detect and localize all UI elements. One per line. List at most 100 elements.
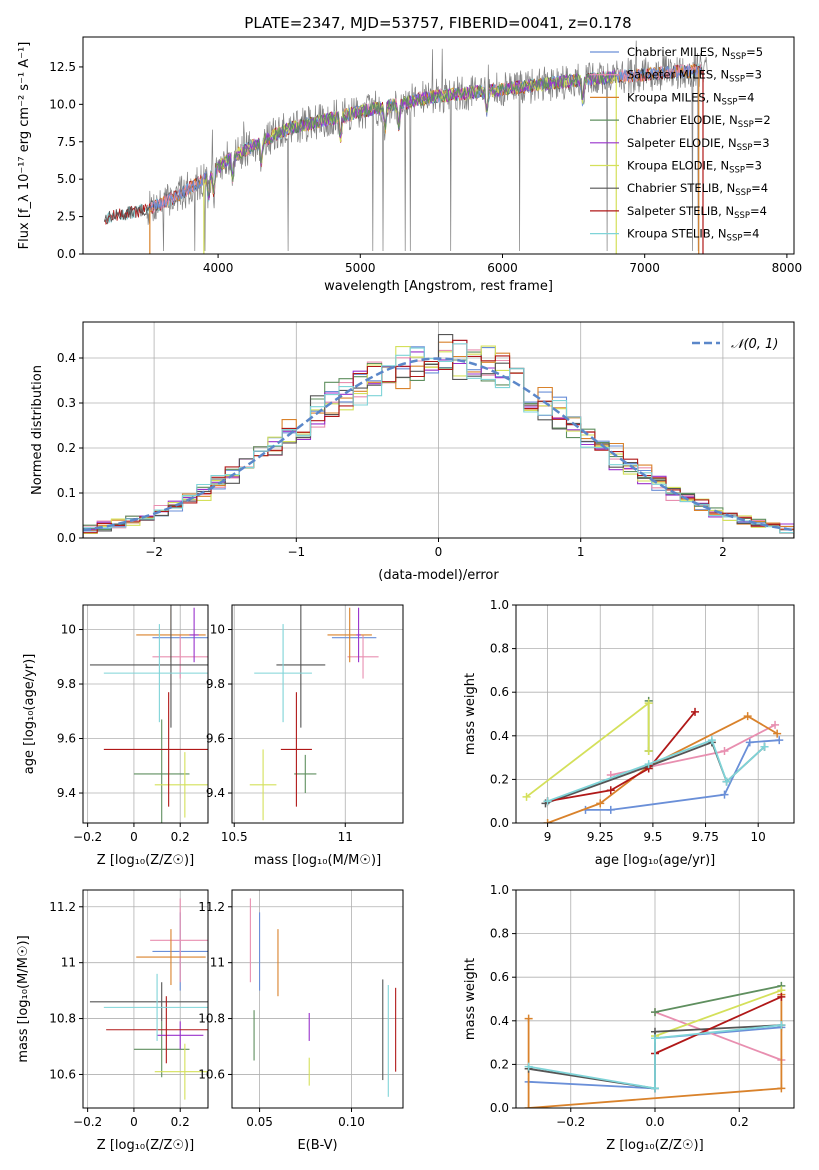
spectrum-ytick-label: 2.5 xyxy=(57,210,76,224)
age_weights-xtick-label: 10 xyxy=(751,830,766,844)
mass_vs_age-panel: 10.5 11 9.4 9.6 9.8 10 mass [log₁₀(M/M☉)] xyxy=(206,604,404,868)
weight-line-kroupa-elodie xyxy=(654,989,782,1037)
residuals-ytick-label: 0.1 xyxy=(57,486,76,500)
z_vs_age-ytick-label: 10 xyxy=(61,623,76,637)
mass_vs_age-xlabel: mass [log₁₀(M/M☉)] xyxy=(254,853,381,868)
legend-entry-label: Kroupa ELODIE, NSSP=3 xyxy=(627,159,762,176)
weight-marker-kroupa-stelib xyxy=(707,736,716,745)
normal-distribution-curve xyxy=(83,357,794,532)
z_weights-ytick-label: 1.0 xyxy=(490,883,509,897)
weight-marker-kroupa-stelib xyxy=(777,1021,786,1030)
age_weights-ylabel: mass weight xyxy=(463,673,478,755)
age_weights-xtick-label: 9 xyxy=(544,830,552,844)
weight-marker-chabrier-miles xyxy=(775,736,784,745)
weight-line-kroupa-miles xyxy=(547,715,778,823)
z_vs_mass-frame xyxy=(82,889,209,1109)
z_vs_age-panel: −0.2 0 0.2 9.4 9.6 9.8 10 Z [log₁₀(Z/Z☉)] age [l… xyxy=(22,604,209,868)
spectrum-ytick-label: 0.0 xyxy=(57,247,76,261)
spectrum-panel: 4000 5000 6000 7000 8000 0.0 2.5 5.0 7.5 10.0 12.5… xyxy=(17,36,803,294)
z_weights-xlabel: Z [log₁₀(Z/Z☉)] xyxy=(606,1138,703,1153)
weight-marker-kroupa-miles xyxy=(773,729,782,738)
weight-line-salpeter-stelib xyxy=(654,995,782,1055)
weight-marker-chabrier-elodie xyxy=(651,1008,659,1017)
z_vs_age-ytick-label: 9.4 xyxy=(57,786,76,800)
z_vs_mass-xtick-label: −0.2 xyxy=(73,1115,102,1129)
spectrum-plot-area xyxy=(103,40,709,254)
ebv_vs_mass-ytick-label: 11.2 xyxy=(198,900,225,914)
weight-marker-salpeter-miles xyxy=(771,720,780,729)
spectrum-xtick-label: 7000 xyxy=(629,261,660,275)
weight-marker-salpeter-stelib xyxy=(777,992,786,1001)
z_vs_mass-ylabel: mass [log₁₀(M/M☉)] xyxy=(16,935,31,1062)
weight-marker-chabrier-miles xyxy=(720,790,729,799)
mass_vs_age-frame xyxy=(231,604,404,824)
age_weights-xlabel: age [log₁₀(age/yr)] xyxy=(595,853,716,868)
spectrum-frame xyxy=(82,36,795,255)
legend-entry-label: Chabrier ELODIE, NSSP=2 xyxy=(627,113,771,130)
weight-marker-kroupa-stelib xyxy=(644,760,653,769)
ebv_vs_mass-ytick-label: 10.6 xyxy=(198,1067,225,1081)
residuals-frame xyxy=(82,321,795,539)
age_weights-ytick-label: 0.4 xyxy=(490,729,509,743)
legend-entry-label: Chabrier STELIB, NSSP=4 xyxy=(627,181,768,198)
z_vs_age-xtick-label: 0.2 xyxy=(171,830,190,844)
mass_vs_age-ytick-label: 10 xyxy=(210,623,225,637)
spectrum-xtick-label: 8000 xyxy=(772,261,803,275)
z_vs_mass-ytick-label: 11 xyxy=(61,956,76,970)
spectrum-legend: Chabrier MILES, NSSP=5 Salpeter MILES, NS… xyxy=(590,45,771,244)
weight-marker-chabrier-miles xyxy=(606,805,615,814)
z_weights-ylabel: mass weight xyxy=(463,958,478,1040)
spectrum-ytick-label: 5.0 xyxy=(57,172,76,186)
mass_vs_age-ytick-label: 9.6 xyxy=(206,732,225,746)
residuals-xtick-label: 1 xyxy=(577,545,585,559)
legend-entry-label: Salpeter MILES, NSSP=3 xyxy=(627,68,762,85)
weight-marker-kroupa-miles xyxy=(743,712,752,721)
z_vs_mass-panel: −0.2 0 0.2 10.6 10.8 11 11.2 Z [log₁₀(Z/Z☉)] mas… xyxy=(16,889,209,1153)
z_weights-xtick-label: −0.2 xyxy=(556,1115,585,1129)
histogram-kroupa-stelib xyxy=(83,343,794,538)
weight-marker-kroupa-elodie xyxy=(644,747,653,756)
ebv_vs_mass-xtick-label: 0.05 xyxy=(246,1115,273,1129)
weight-line-kroupa-stelib xyxy=(528,1024,782,1090)
residuals-xtick-label: 0 xyxy=(435,545,443,559)
z_weights-ytick-label: 0.2 xyxy=(490,1057,509,1071)
age_weights-xtick-label: 9.5 xyxy=(643,830,662,844)
z_weights-plot-area xyxy=(516,890,794,1108)
spectrum-ytick-label: 7.5 xyxy=(57,135,76,149)
age_weights-ytick-label: 0.8 xyxy=(490,642,509,656)
mass_vs_age-ytick-label: 9.8 xyxy=(206,677,225,691)
ebv_vs_mass-panel: 0.05 0.10 10.6 10.8 11 11.2 E(B-V) xyxy=(198,889,404,1153)
weight-marker-kroupa-miles xyxy=(543,819,552,823)
spectrum-ylabel: Flux [f_λ 10⁻¹⁷ erg cm⁻² s⁻¹ A⁻¹] xyxy=(17,42,32,250)
weight-marker-kroupa-stelib xyxy=(722,777,731,786)
legend-entry-label: Salpeter ELODIE, NSSP=3 xyxy=(627,136,770,153)
weight-marker-salpeter-miles xyxy=(720,747,729,756)
mass_vs_age-plot-area xyxy=(232,605,403,823)
age_weights-ytick-label: 1.0 xyxy=(490,598,509,612)
z_vs_age-xlabel: Z [log₁₀(Z/Z☉)] xyxy=(97,853,194,868)
z_vs_mass-xtick-label: 0 xyxy=(130,1115,138,1129)
z_weights-xtick-label: 0.0 xyxy=(645,1115,664,1129)
weight-marker-kroupa-elodie xyxy=(522,792,531,801)
weight-marker-kroupa-elodie xyxy=(644,699,653,708)
ebv_vs_mass-ytick-label: 10.8 xyxy=(198,1012,225,1026)
weight-marker-kroupa-stelib xyxy=(543,797,552,806)
weight-marker-kroupa-miles xyxy=(524,1104,533,1108)
z_vs_mass-xlabel: Z [log₁₀(Z/Z☉)] xyxy=(97,1138,194,1153)
ebv_vs_mass-frame xyxy=(231,889,404,1109)
residuals-legend-label: 𝒩(0, 1) xyxy=(731,337,778,352)
z_vs_mass-ytick-label: 10.8 xyxy=(49,1012,76,1026)
age_weights-xtick-label: 9.25 xyxy=(587,830,614,844)
weight-marker-kroupa-miles xyxy=(524,1014,533,1023)
legend-entry-label: Salpeter STELIB, NSSP=4 xyxy=(627,204,767,221)
z_vs_age-ytick-label: 9.8 xyxy=(57,677,76,691)
legend-entry-label: Kroupa MILES, NSSP=4 xyxy=(627,90,754,107)
residuals-ytick-label: 0.4 xyxy=(57,351,76,365)
z_vs_mass-plot-area xyxy=(83,890,208,1108)
weight-marker-kroupa-stelib xyxy=(651,1034,659,1043)
spectrum-xtick-label: 6000 xyxy=(487,261,518,275)
residuals-xtick-label: −2 xyxy=(145,545,163,559)
z_vs_mass-ytick-label: 10.6 xyxy=(49,1067,76,1081)
residuals-xlabel: (data-model)/error xyxy=(378,568,499,583)
residuals-plot-area xyxy=(83,322,794,538)
